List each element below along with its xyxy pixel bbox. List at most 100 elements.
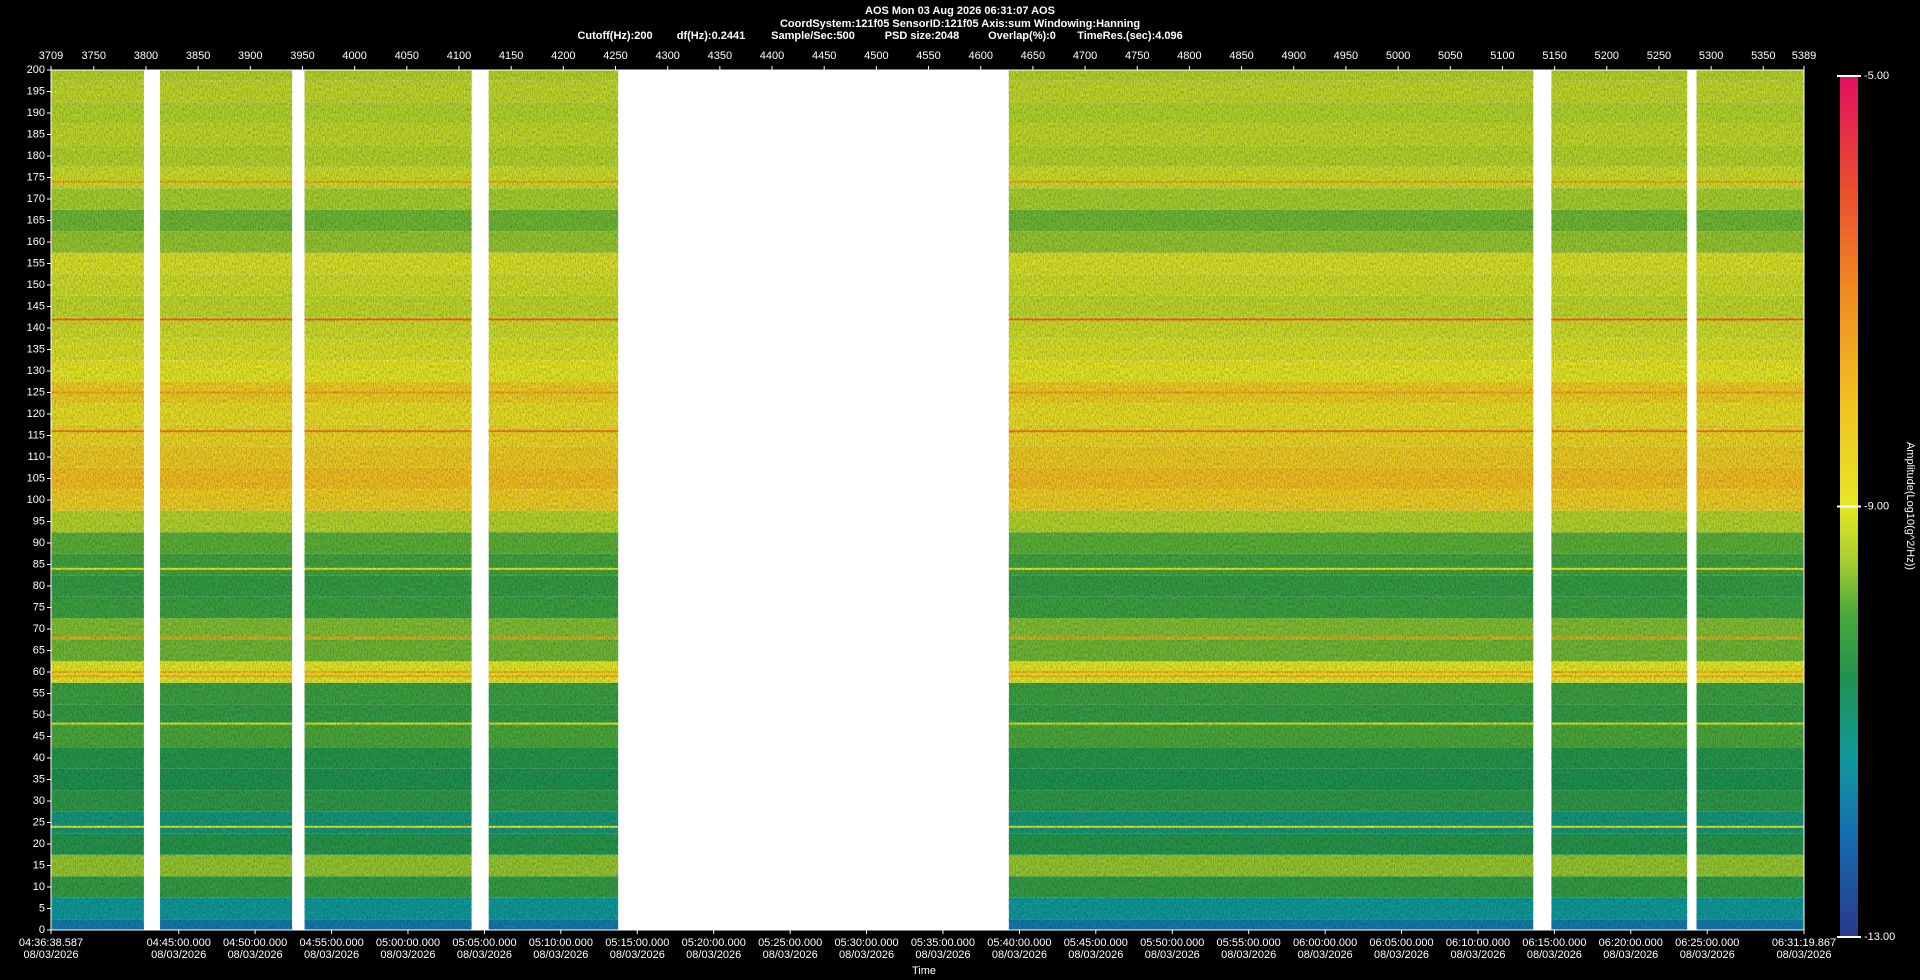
colorbar-tick-label: -9.00 (1864, 500, 1889, 512)
x-tick-label: 4950 (1334, 50, 1358, 62)
colorbar-label: Amplitude(Log10(g^2/Hz)) (1904, 442, 1916, 570)
time-tick-label: 05:45:00.000 (1064, 937, 1128, 949)
y-tick-label: 165 (27, 214, 45, 226)
y-tick-label: 70 (33, 623, 45, 635)
x-tick-label: 3750 (82, 50, 106, 62)
y-tick-label: 35 (33, 773, 45, 785)
x-tick-label: 5050 (1438, 50, 1462, 62)
y-tick-label: 50 (33, 709, 45, 721)
y-tick-label: 110 (27, 451, 45, 463)
x-tick-label: 4850 (1229, 50, 1253, 62)
x-tick-label: 4500 (864, 50, 888, 62)
y-tick-label: 60 (33, 666, 45, 678)
x-tick-label: 4150 (499, 50, 523, 62)
y-tick-label: 185 (27, 128, 45, 140)
parameter: TimeRes.(sec):4.096 (1077, 30, 1183, 42)
time-tick-date: 08/03/2026 (610, 949, 665, 961)
time-tick-date: 08/03/2026 (1776, 949, 1831, 961)
y-tick-label: 15 (33, 859, 45, 871)
x-tick-label: 4600 (968, 50, 992, 62)
x-tick-label: 4200 (551, 50, 575, 62)
time-tick-label: 05:30:00.000 (834, 937, 898, 949)
y-tick-label: 20 (33, 838, 45, 850)
x-tick-label: 4900 (1282, 50, 1306, 62)
x-tick-label: 5350 (1751, 50, 1775, 62)
time-tick-label: 04:36:38.587 (19, 937, 83, 949)
time-tick-label: 06:05:00.000 (1369, 937, 1433, 949)
y-tick-label: 0 (39, 924, 45, 936)
time-tick-label: 06:20:00.000 (1599, 937, 1663, 949)
time-tick-label: 06:10:00.000 (1446, 937, 1510, 949)
y-tick-label: 5 (39, 902, 45, 914)
time-tick-date: 08/03/2026 (1145, 949, 1200, 961)
texture (488, 70, 619, 930)
y-tick-label: 10 (33, 881, 45, 893)
time-tick-date: 08/03/2026 (533, 949, 588, 961)
header-info: CoordSystem:121f05 SensorID:121f05 Axis:… (780, 18, 1140, 30)
y-tick-label: 80 (33, 580, 45, 592)
time-tick-date: 08/03/2026 (1450, 949, 1505, 961)
time-tick-date: 08/03/2026 (1527, 949, 1582, 961)
x-tick-label: 4000 (342, 50, 366, 62)
time-tick-label: 05:20:00.000 (682, 937, 746, 949)
x-tick-label: 5200 (1595, 50, 1619, 62)
y-tick-label: 180 (27, 150, 45, 162)
time-tick-label: 05:10:00.000 (529, 937, 593, 949)
time-tick-label: 06:15:00.000 (1522, 937, 1586, 949)
x-tick-label: 4650 (1021, 50, 1045, 62)
y-tick-label: 25 (33, 816, 45, 828)
x-tick-label: 3800 (134, 50, 158, 62)
x-tick-label: 3709 (39, 50, 63, 62)
texture (51, 70, 144, 930)
x-tick-label: 5389 (1792, 50, 1816, 62)
parameter: Overlap(%):0 (988, 30, 1056, 42)
time-tick-date: 08/03/2026 (228, 949, 283, 961)
spectrogram (51, 70, 1804, 930)
x-tick-label: 3850 (186, 50, 210, 62)
texture (1551, 70, 1688, 930)
y-tick-label: 120 (27, 408, 45, 420)
y-tick-label: 125 (27, 386, 45, 398)
y-tick-label: 200 (27, 64, 45, 76)
time-tick-date: 08/03/2026 (1374, 949, 1429, 961)
time-tick-date: 08/03/2026 (457, 949, 512, 961)
colorbar-tick-label: -13.00 (1864, 931, 1895, 943)
time-tick-label: 05:40:00.000 (987, 937, 1051, 949)
texture (1696, 70, 1804, 930)
time-tick-label: 05:50:00.000 (1140, 937, 1204, 949)
x-tick-label: 3900 (238, 50, 262, 62)
time-tick-label: 04:55:00.000 (299, 937, 363, 949)
time-tick-date: 08/03/2026 (686, 949, 741, 961)
x-tick-label: 5150 (1542, 50, 1566, 62)
y-tick-label: 150 (27, 279, 45, 291)
time-tick-label: 06:00:00.000 (1293, 937, 1357, 949)
y-tick-label: 115 (27, 429, 45, 441)
time-tick-date: 08/03/2026 (1298, 949, 1353, 961)
time-tick-label: 05:25:00.000 (758, 937, 822, 949)
header-title: AOS Mon 03 Aug 2026 06:31:07 AOS (865, 5, 1055, 17)
time-tick-label: 05:00:00.000 (376, 937, 440, 949)
x-tick-label: 4250 (603, 50, 627, 62)
texture (1008, 70, 1534, 930)
parameter: Cutoff(Hz):200 (577, 30, 652, 42)
x-tick-label: 4300 (655, 50, 679, 62)
x-tick-label: 5000 (1386, 50, 1410, 62)
time-tick-date: 08/03/2026 (151, 949, 206, 961)
x-tick-label: 5300 (1699, 50, 1723, 62)
y-tick-label: 55 (33, 687, 45, 699)
y-tick-label: 195 (27, 85, 45, 97)
x-tick-label: 5100 (1490, 50, 1514, 62)
x-tick-label: 5250 (1647, 50, 1671, 62)
y-tick-label: 140 (27, 322, 45, 334)
colorbar-tick-label: -5.00 (1864, 70, 1889, 82)
time-tick-date: 08/03/2026 (915, 949, 970, 961)
time-tick-label: 05:15:00.000 (605, 937, 669, 949)
x-tick-label: 4700 (1073, 50, 1097, 62)
y-tick-label: 130 (27, 365, 45, 377)
time-tick-date: 08/03/2026 (304, 949, 359, 961)
x-tick-label: 3950 (290, 50, 314, 62)
y-tick-label: 95 (33, 515, 45, 527)
y-tick-label: 190 (27, 107, 45, 119)
x-tick-label: 4350 (708, 50, 732, 62)
